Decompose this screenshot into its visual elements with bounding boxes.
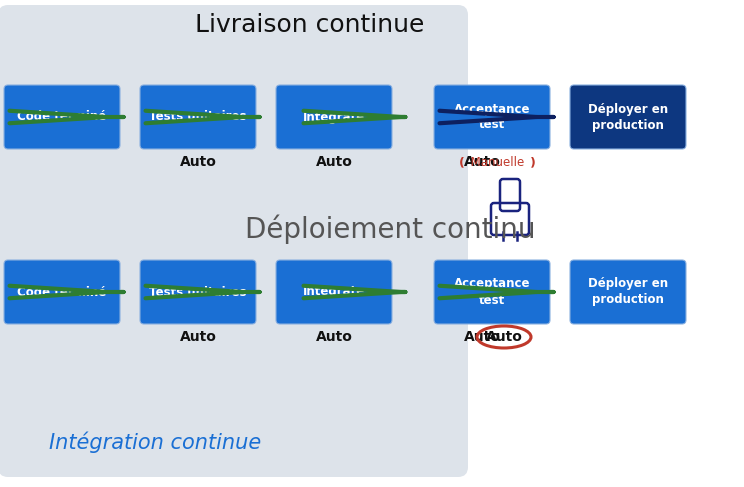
Text: Code terminé: Code terminé <box>17 111 106 124</box>
Text: Intégration continue: Intégration continue <box>49 431 261 453</box>
Text: Tests unitaires: Tests unitaires <box>150 285 247 299</box>
FancyBboxPatch shape <box>4 260 120 324</box>
FancyBboxPatch shape <box>570 260 686 324</box>
Text: Acceptance
test: Acceptance test <box>454 102 530 131</box>
Text: Auto: Auto <box>486 330 522 344</box>
Text: Livraison continue: Livraison continue <box>196 13 425 37</box>
Text: Déployer en
production: Déployer en production <box>588 278 668 306</box>
FancyBboxPatch shape <box>276 85 392 149</box>
Text: Déploiement continu: Déploiement continu <box>245 214 535 244</box>
Text: Acceptance
test: Acceptance test <box>454 278 530 306</box>
FancyBboxPatch shape <box>570 85 686 149</box>
FancyBboxPatch shape <box>434 85 550 149</box>
Text: Auto: Auto <box>315 330 353 344</box>
Text: Auto: Auto <box>179 330 217 344</box>
FancyBboxPatch shape <box>0 132 468 477</box>
Text: Auto: Auto <box>464 330 501 344</box>
Text: Auto: Auto <box>315 155 353 169</box>
Text: Déployer en
production: Déployer en production <box>588 102 668 131</box>
FancyBboxPatch shape <box>140 85 256 149</box>
Text: Integrate: Integrate <box>303 285 365 299</box>
FancyBboxPatch shape <box>4 85 120 149</box>
Text: Auto: Auto <box>179 155 217 169</box>
Text: Code terminé: Code terminé <box>17 285 106 299</box>
Text: Integrate: Integrate <box>303 111 365 124</box>
FancyBboxPatch shape <box>434 260 550 324</box>
Text: ❪ Manuelle ❫: ❪ Manuelle ❫ <box>457 155 537 169</box>
Text: Auto: Auto <box>464 155 501 169</box>
FancyBboxPatch shape <box>0 5 468 257</box>
Text: Tests unitaires: Tests unitaires <box>150 111 247 124</box>
FancyBboxPatch shape <box>276 260 392 324</box>
FancyBboxPatch shape <box>140 260 256 324</box>
